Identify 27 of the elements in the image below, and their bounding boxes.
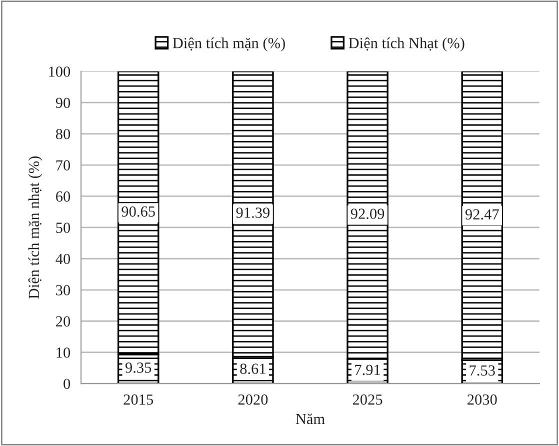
legend-label: Diện tích mặn (%)	[172, 37, 285, 52]
y-tick-label: 0	[64, 378, 70, 390]
y-axis-title: Diện tích mặn nhạt (%)	[28, 156, 42, 299]
y-tick-label: 30	[56, 285, 70, 296]
y-tick-label: 90	[56, 98, 70, 108]
data-label: 90.65	[122, 206, 155, 217]
y-tick-label: 10	[56, 347, 70, 358]
x-axis-title: Năm	[296, 414, 325, 424]
x-tick-label: 2025	[352, 394, 382, 405]
y-tick-label: 80	[56, 128, 70, 140]
x-tick-label: 2020	[238, 394, 268, 405]
y-tick-label: 50	[56, 222, 70, 233]
data-label: 92.47	[465, 209, 499, 220]
data-label: 7.53	[470, 365, 495, 376]
data-label: 7.91	[355, 364, 380, 376]
y-tick-label: 70	[56, 160, 70, 170]
data-label: 9.35	[125, 362, 152, 373]
legend-label: Diện tích Nhạt (%)	[348, 37, 464, 52]
data-label: 8.61	[240, 364, 266, 374]
x-tick-label: 2015	[124, 394, 154, 405]
y-tick-label: 40	[56, 254, 70, 264]
y-tick-label: 100	[49, 66, 70, 77]
x-tick-label: 2030	[468, 394, 497, 405]
data-label: 91.39	[236, 208, 270, 218]
y-tick-label: 20	[56, 316, 70, 327]
data-label: 92.09	[350, 208, 384, 220]
y-tick-label: 60	[56, 191, 70, 202]
